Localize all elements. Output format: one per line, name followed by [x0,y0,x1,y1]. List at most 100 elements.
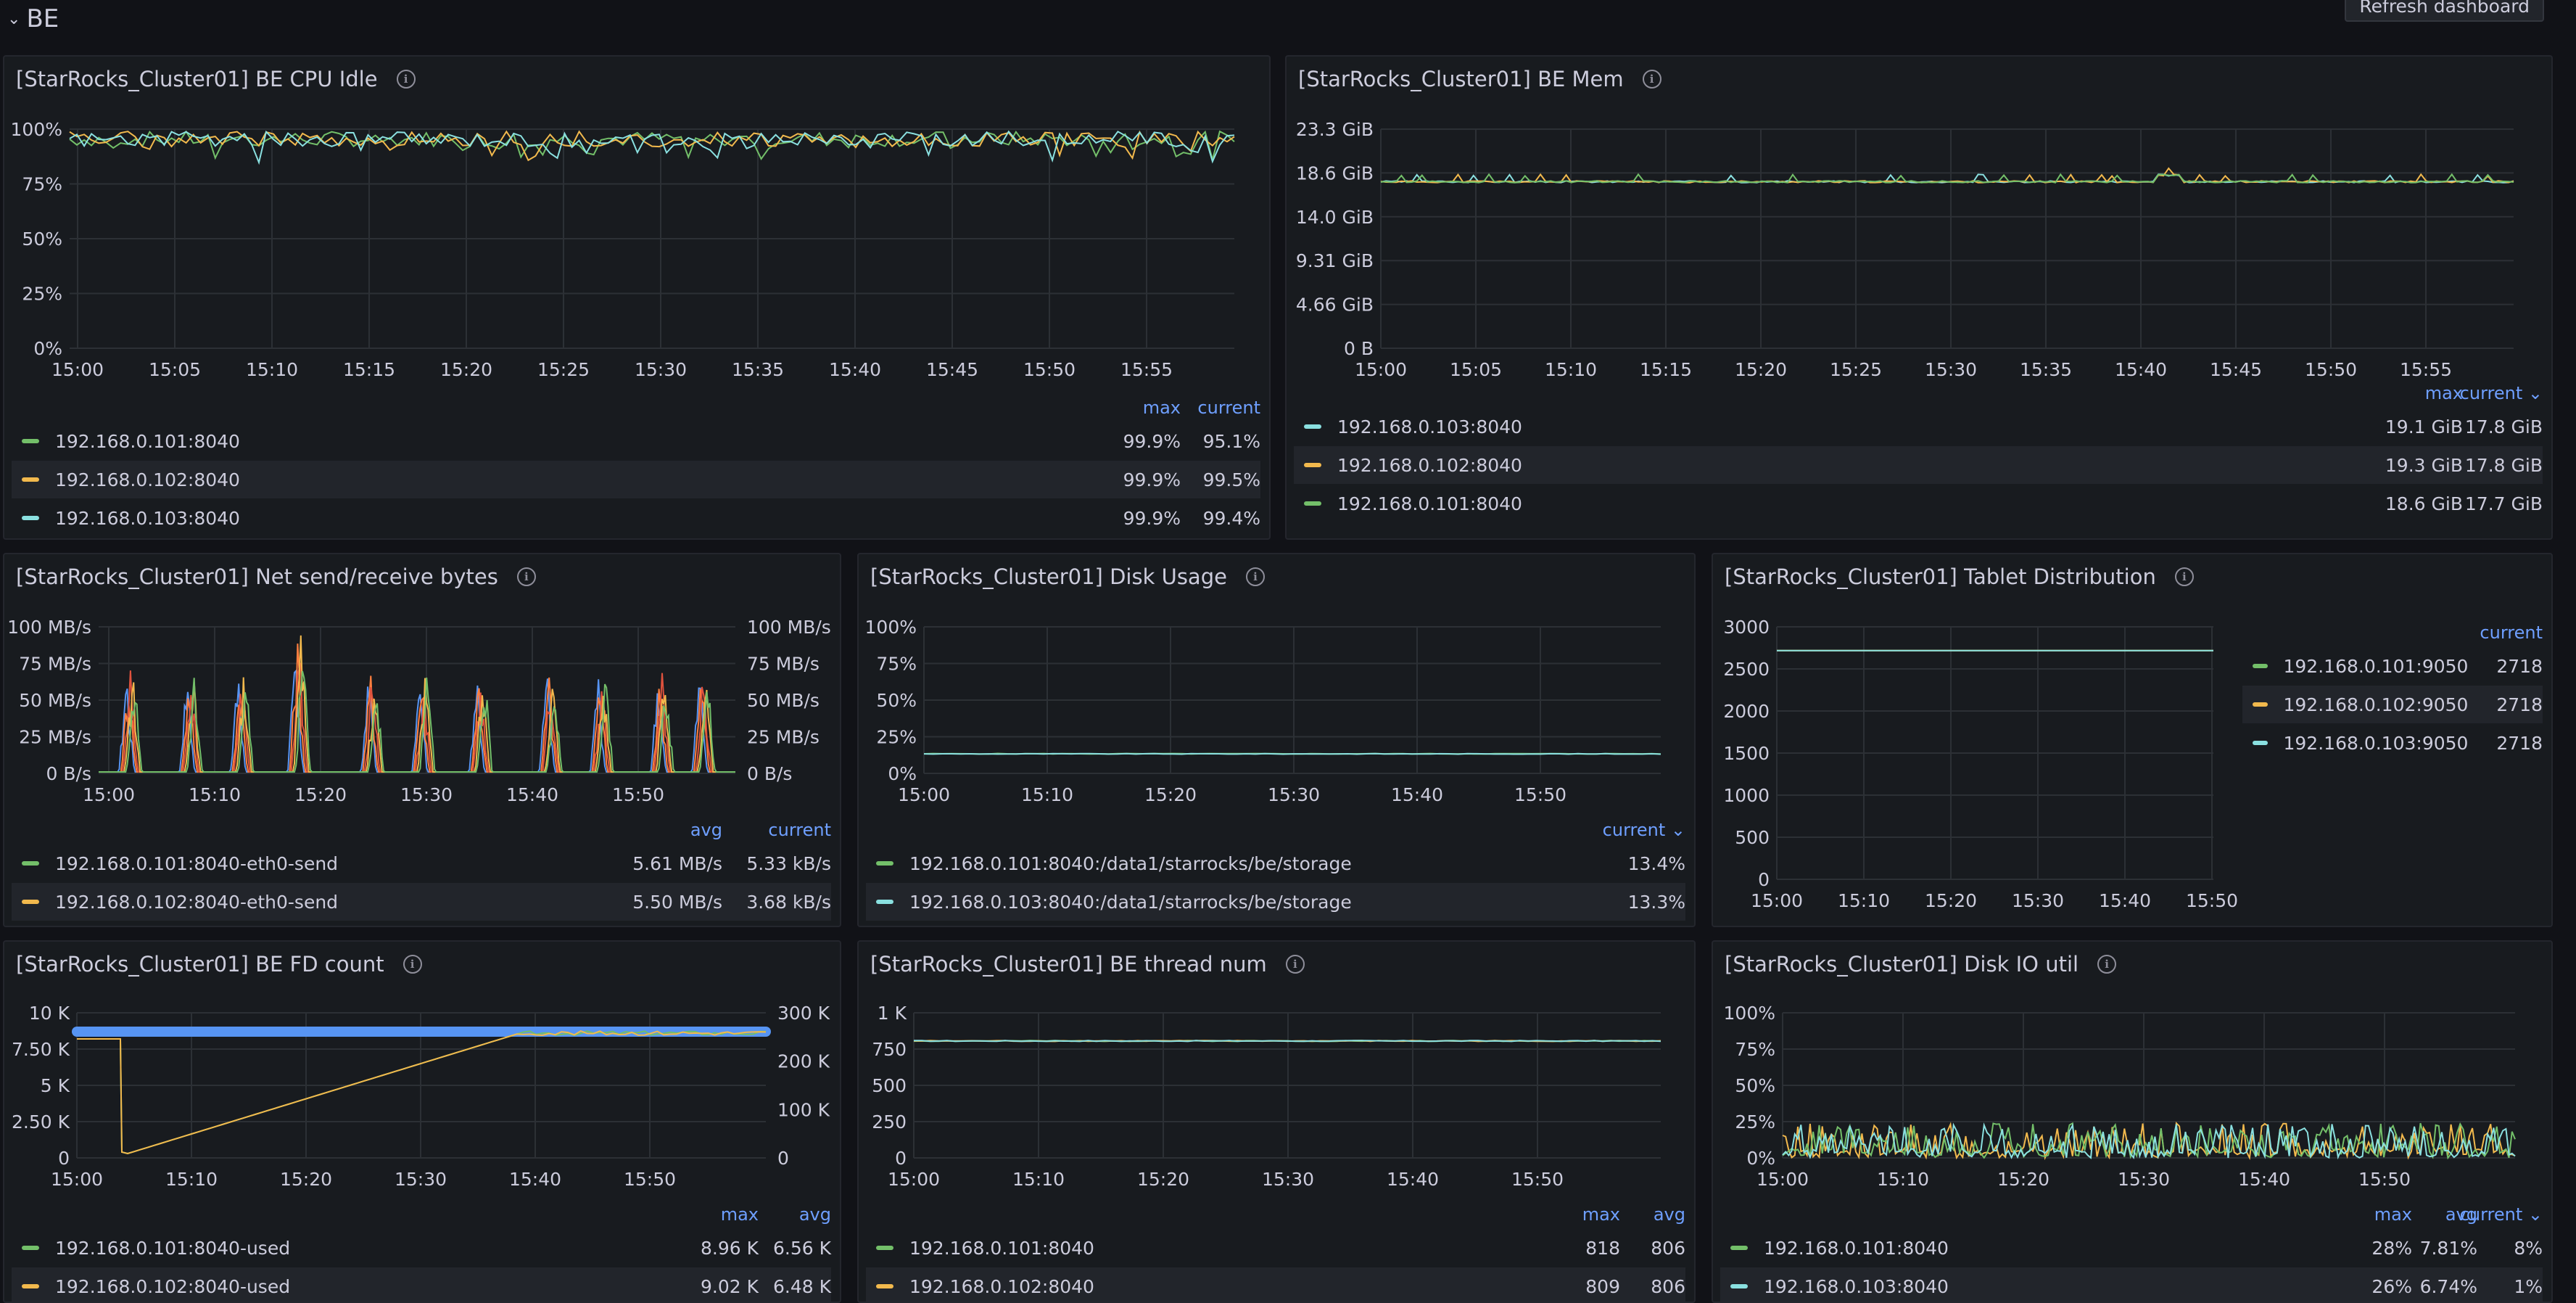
legend-column-header[interactable]: current ⌄ [1602,820,1685,840]
series-value: 99.4% [1202,507,1260,529]
legend-row[interactable]: 192.168.0.101:8040 99.9% 95.1% [12,422,1260,460]
series-line-103 [923,752,1661,755]
legend-row[interactable]: 192.168.0.103:8040 26% 6.74% 1% [1720,1267,2543,1302]
legend-column-header[interactable]: current ⌄ [2459,1204,2543,1225]
info-icon[interactable]: i [2174,567,2194,586]
panel-title[interactable]: [StarRocks_Cluster01] BE CPU Idle i [16,67,416,91]
series-line-1 [1782,1122,2516,1160]
legend-row[interactable]: 192.168.0.101:8040-eth0-send 5.61 MB/s 5.3… [12,844,831,882]
legend-row[interactable]: 192.168.0.102:8040-used 9.02 K 6.48 K [12,1267,831,1302]
info-icon[interactable]: i [2097,955,2117,974]
legend-row[interactable]: 192.168.0.102:8040 99.9% 99.5% [12,461,1260,498]
panel-title[interactable]: [StarRocks_Cluster01] Disk IO util i [1725,952,2117,977]
legend-row[interactable]: 192.168.0.102:8040-eth0-send 5.50 MB/s 3.6… [12,883,831,921]
y2-tick-label: 50 MB/s [747,690,820,711]
series-name: 192.168.0.102:8040-used [55,1275,291,1297]
x-tick-label: 15:20 [294,784,347,805]
x-tick-label: 15:40 [2099,890,2151,911]
y-tick-label: 0 [58,1148,70,1169]
info-icon[interactable]: i [396,70,416,89]
y-tick-label: 750 [872,1039,907,1060]
legend-column-header[interactable]: current [768,820,831,840]
panel-title[interactable]: [StarRocks_Cluster01] BE thread num i [870,952,1305,977]
x-tick-label: 15:30 [2012,890,2064,911]
x-tick-label: 15:00 [898,784,950,805]
legend-column-header[interactable]: max [2374,1204,2412,1225]
refresh-dashboard-button[interactable]: Refresh dashboard [2345,0,2544,22]
legend-row[interactable]: 192.168.0.102:9050 2718 [2242,686,2543,723]
series-color-swatch [1730,1284,1748,1288]
legend-row[interactable]: 192.168.0.101:8040-used 8.96 K 6.56 K [12,1229,831,1267]
legend-row[interactable]: 192.168.0.103:9050 2718 [2242,724,2543,762]
legend-column-header[interactable]: max [2424,383,2463,403]
panel-title[interactable]: [StarRocks_Cluster01] BE Mem i [1298,67,1661,91]
chart-svg[interactable]: 100 MB/s 75 MB/s 50 MB/s 25 MB/s 0 B/s 100 MB… [4,554,840,926]
x-tick-label: 15:50 [1511,1169,1564,1190]
legend-row[interactable]: 192.168.0.101:8040:/data1/starrocks/be/s… [866,844,1685,882]
x-tick-label: 15:50 [2305,359,2357,380]
legend-row[interactable]: 192.168.0.101:8040 18.6 GiB 17.7 GiB [1294,485,2543,522]
panel-title-text: [StarRocks_Cluster01] Disk IO util [1725,952,2079,977]
legend-column-header[interactable]: current ⌄ [2459,383,2543,403]
panel-title-text: [StarRocks_Cluster01] Tablet Distributio… [1725,564,2156,589]
series-value: 99.9% [1123,430,1181,452]
legend-row[interactable]: 192.168.0.103:8040 19.1 GiB 17.8 GiB [1294,408,2543,445]
y-tick-label: 50 MB/s [19,690,91,711]
panel-title[interactable]: [StarRocks_Cluster01] Net send/receive b… [16,564,536,589]
legend-row[interactable]: 192.168.0.101:8040 818 806 [866,1229,1685,1267]
legend-column-header[interactable]: avg [690,820,722,840]
legend-column-header[interactable]: current [1197,398,1260,418]
x-tick-label: 15:30 [1925,359,1977,380]
series-value: 99.5% [1202,469,1260,490]
legend-column-header[interactable]: max [1582,1204,1620,1225]
legend-column-header[interactable]: avg [1653,1204,1685,1225]
legend-row[interactable]: 192.168.0.101:9050 2718 [2242,647,2543,685]
y-tick-label: 500 [1735,827,1770,848]
series-name: 192.168.0.101:8040 [909,1237,1094,1259]
legend-row[interactable]: 192.168.0.103:8040 99.9% 99.4% [12,499,1260,537]
x-tick-label: 15:35 [2020,359,2072,380]
x-tick-label: 15:20 [1137,1169,1189,1190]
panel-title[interactable]: [StarRocks_Cluster01] Disk Usage i [870,564,1265,589]
chart-svg[interactable]: 100% 75% 50% 25% 0%15:00 15:05 15:10 15:15 15:20… [4,57,1269,538]
legend-column-header[interactable]: max [1142,398,1181,418]
info-icon[interactable]: i [516,567,536,586]
x-tick-label: 15:10 [1838,890,1890,911]
info-icon[interactable]: i [402,955,422,974]
legend-row[interactable]: 192.168.0.101:8040 28% 7.81% 8% [1720,1229,2543,1267]
panel-title-text: [StarRocks_Cluster01] BE Mem [1298,67,1624,91]
y-tick-label: 500 [872,1075,907,1096]
info-icon[interactable]: i [1285,955,1305,974]
panel-tablet-distribution: [StarRocks_Cluster01] Tablet Distributio… [1712,553,2553,927]
chart-svg[interactable]: 1 K 750 500 250 015:00 15:10 15:20 15:30 15:40 15… [859,942,1694,1302]
legend-column-header[interactable]: current [2480,622,2543,643]
x-tick-label: 15:05 [1450,359,1502,380]
series-color-swatch [22,1284,39,1288]
series-value: 806 [1651,1237,1685,1259]
panel-title[interactable]: [StarRocks_Cluster01] BE FD count i [16,952,422,977]
legend-row[interactable]: 192.168.0.103:8040:/data1/starrocks/be/s… [866,883,1685,921]
chart-svg[interactable]: 23.3 GiB 18.6 GiB 14.0 GiB 9.31 GiB 4.66 GiB… [1287,57,2551,538]
panel-title[interactable]: [StarRocks_Cluster01] Tablet Distributio… [1725,564,2194,589]
legend-column-header[interactable]: max [720,1204,759,1225]
chart-svg[interactable]: 3000 2500 2000 1500 1000 500 015:00 15:10 15:20 1… [1713,554,2551,926]
y-tick-label: 0 B/s [46,763,91,784]
y-tick-label: 25% [876,727,917,748]
series-value: 95.1% [1202,430,1260,452]
row-header[interactable]: ⌄ BE [7,4,59,33]
y2-tick-label: 100 MB/s [747,617,831,638]
legend-column-header[interactable]: avg [798,1204,831,1225]
legend-row[interactable]: 192.168.0.102:8040 809 806 [866,1267,1685,1302]
x-tick-label: 15:40 [1391,784,1443,805]
chart-svg[interactable]: 100% 75% 50% 25% 0%15:00 15:10 15:20 15:30 15:40… [859,554,1694,926]
x-tick-label: 15:30 [400,784,453,805]
chart-svg[interactable]: 100% 75% 50% 25% 0%15:00 15:10 15:20 15:30 15:40… [1713,942,2551,1302]
info-icon[interactable]: i [1642,70,1661,89]
legend-column-header[interactable]: avg [2445,1204,2477,1225]
y-tick-label: 23.3 GiB [1296,119,1374,140]
x-tick-label: 15:50 [2358,1169,2411,1190]
legend-row[interactable]: 192.168.0.102:8040 19.3 GiB 17.8 GiB [1294,446,2543,484]
info-icon[interactable]: i [1245,567,1265,586]
series-line-2 [1782,1122,2516,1160]
